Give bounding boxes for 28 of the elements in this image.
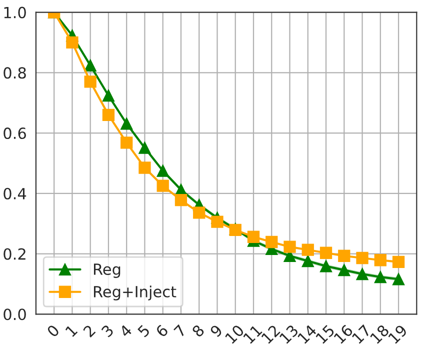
x-tick-label: 18 — [370, 324, 390, 344]
x-tick-label: 8 — [191, 324, 205, 338]
x-tick-label: 9 — [209, 324, 224, 338]
y-tick-label: 0.2 — [4, 248, 26, 260]
x-tick-label: 15 — [315, 324, 336, 344]
x-tick-label: 14 — [297, 324, 318, 344]
x-tick-label: 2 — [82, 324, 96, 338]
x-tick-label: 12 — [260, 324, 280, 344]
y-tick-label: 0.0 — [4, 308, 26, 320]
x-tick-label: 4 — [118, 324, 132, 338]
x-tick-label: 3 — [100, 324, 114, 338]
x-tick-label: 6 — [155, 324, 169, 338]
x-tick-label: 0 — [46, 324, 60, 338]
x-tick-label: 1 — [65, 324, 78, 338]
y-tick-label: 0.6 — [4, 127, 26, 140]
x-tick-label: 11 — [242, 324, 262, 344]
x-tick-label: 16 — [333, 324, 354, 344]
x-tick-label: 10 — [224, 324, 245, 344]
x-tick-label: 7 — [174, 324, 186, 338]
x-tick-label: 17 — [352, 324, 372, 344]
y-tick-label: 0.8 — [4, 67, 26, 79]
x-tick-label: 19 — [388, 324, 408, 344]
y-tick-label: 0.4 — [4, 188, 26, 200]
legend-label: Reg+Inject — [94, 286, 176, 300]
y-tick-label: 1.0 — [4, 6, 26, 18]
x-tick-label: 13 — [279, 324, 299, 344]
x-tick-label: 5 — [137, 324, 150, 338]
legend-label: Reg — [94, 264, 120, 278]
